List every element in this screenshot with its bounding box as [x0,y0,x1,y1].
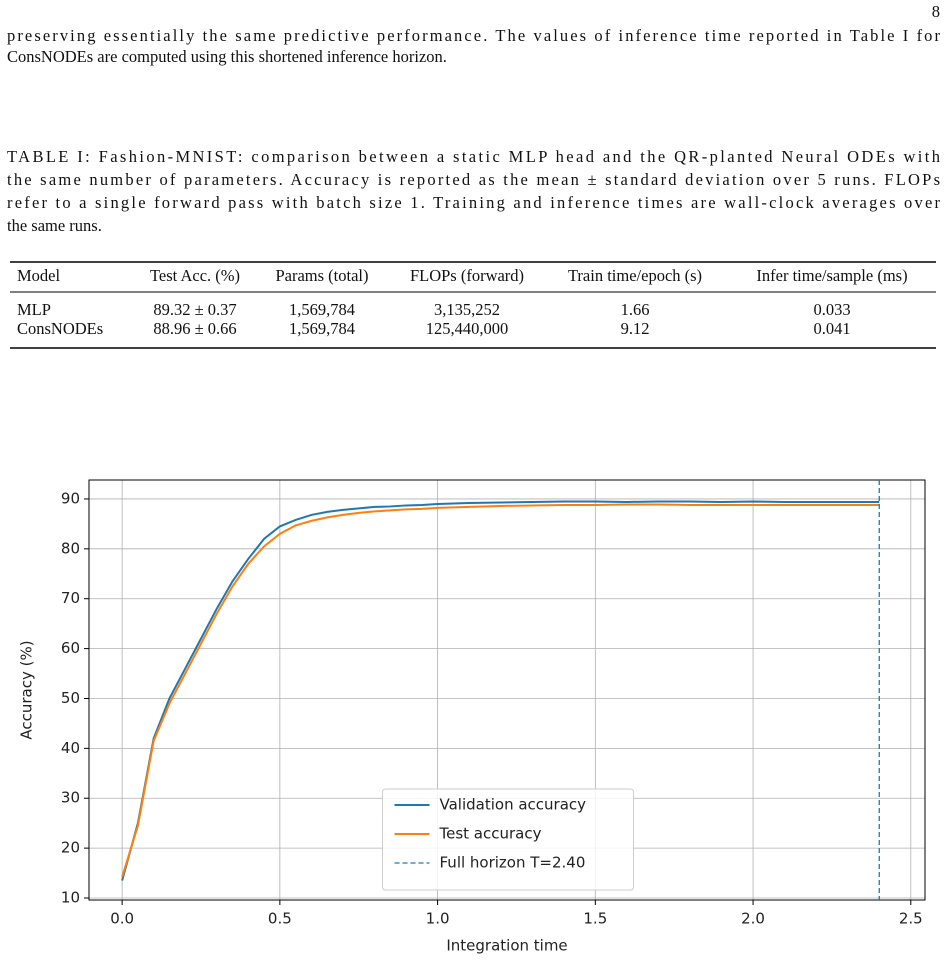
table-cell: MLP [17,300,51,319]
x-tick-label: 2.0 [741,910,765,928]
caption-line: refer to a single forward pass with batc… [7,193,940,212]
paragraph-line: ConsNODEs are computed using this shorte… [7,47,447,66]
table-header: Model [17,266,60,285]
table-header: Infer time/sample (ms) [756,266,907,285]
y-tick-label: 60 [61,639,80,657]
series-line [121,503,880,878]
y-tick-label: 40 [61,739,80,757]
page-number: 8 [932,2,940,21]
x-tick-label: 0.0 [110,910,134,928]
y-tick-label: 50 [61,689,80,707]
table-cell: 89.32 ± 0.37 [153,300,236,319]
table-cell: 0.041 [813,319,850,338]
series-line [121,500,880,881]
table-cell: ConsNODEs [17,319,103,338]
legend-label: Validation accuracy [440,796,587,814]
y-tick-label: 10 [61,889,80,907]
table-cell: 0.033 [813,300,850,319]
table-cell: 3,135,252 [434,300,500,319]
legend-label: Full horizon T=2.40 [440,854,586,872]
paragraph-line: preserving essentially the same predicti… [7,26,941,45]
table-cell: 125,440,000 [426,319,509,338]
table-header: FLOPs (forward) [410,266,524,285]
table-cell: 1.66 [621,300,650,319]
table-cell: 9.12 [621,319,650,338]
x-axis-label: Integration time [446,937,567,955]
table-header: Params (total) [275,266,368,285]
table-header: Train time/epoch (s) [568,266,702,285]
x-tick-label: 1.5 [583,910,607,928]
caption-line: the same number of parameters. Accuracy … [7,170,940,189]
table-header: Test Acc. (%) [150,266,240,285]
y-axis-label: Accuracy (%) [18,640,36,739]
x-tick-label: 0.5 [268,910,292,928]
plot-frame [88,479,926,901]
table-cell: 88.96 ± 0.66 [153,319,236,338]
x-tick-label: 2.5 [899,910,923,928]
y-tick-label: 80 [61,539,80,557]
y-tick-label: 70 [61,589,80,607]
x-tick-label: 1.0 [426,910,450,928]
caption-line: the same runs. [7,216,102,235]
table-cell: 1,569,784 [289,300,355,319]
legend-box [382,788,634,891]
caption-line: TABLE I: Fashion-MNIST: comparison betwe… [7,147,941,166]
y-tick-label: 30 [61,789,80,807]
y-tick-label: 20 [61,839,80,857]
y-tick-label: 90 [61,489,80,507]
legend-label: Test accuracy [439,825,542,843]
table-cell: 1,569,784 [289,319,355,338]
